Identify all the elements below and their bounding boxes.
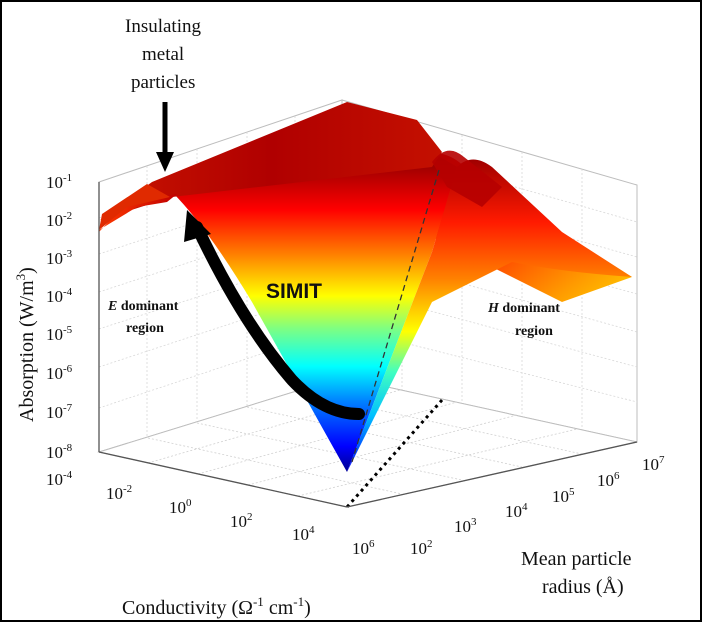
h-region-label-1: H dominant: [487, 301, 560, 316]
y-tick-labels: 102 103 104 105 106 107: [410, 454, 665, 558]
y-tick: 102: [410, 538, 433, 558]
z-tick-labels: 10-1 10-2 10-3 10-4 10-5 10-6 10-7 10-8: [46, 172, 73, 462]
insulating-label-2: metal: [142, 44, 184, 65]
z-tick: 10-5: [46, 324, 73, 344]
simit-label: SIMIT: [266, 280, 322, 303]
x-tick: 102: [230, 511, 253, 531]
e-region-label-2: region: [126, 321, 164, 336]
x-tick-labels: 10-4 10-2 100 102 104 106: [46, 469, 375, 558]
y-tick: 106: [597, 470, 620, 490]
x-tick: 10-4: [46, 469, 73, 489]
z-axis-label: Absorption (W/m3): [13, 267, 38, 422]
y-axis-label-line1: Mean particle: [521, 548, 632, 570]
z-tick: 10-2: [46, 210, 72, 230]
simit-arrowhead: [184, 210, 211, 242]
insulating-label-3: particles: [131, 72, 195, 93]
h-region-label-2: region: [515, 324, 553, 339]
y-tick: 105: [552, 486, 575, 506]
x-tick: 106: [352, 538, 375, 558]
x-tick: 100: [169, 497, 192, 517]
x-tick: 10-2: [106, 483, 132, 503]
z-tick: 10-8: [46, 442, 73, 462]
e-region-label-1: E dominant: [107, 299, 179, 314]
insulating-label-1: Insulating: [125, 16, 201, 37]
z-tick: 10-6: [46, 363, 73, 383]
simit-arrow: [191, 221, 365, 420]
z-tick: 10-3: [46, 248, 73, 268]
absorption-surface: [99, 102, 632, 472]
y-tick: 103: [454, 516, 477, 536]
y-axis-label-line2: radius (Å): [542, 576, 624, 598]
z-tick: 10-1: [46, 172, 72, 192]
z-tick: 10-7: [46, 402, 73, 422]
y-tick: 104: [505, 501, 528, 521]
x-axis-label: Conductivity (Ω-1 cm-1): [122, 594, 311, 619]
z-tick: 10-4: [46, 286, 73, 306]
mit-dotted-line: [345, 399, 444, 508]
mit-dashed-line: [351, 169, 440, 463]
x-tick: 104: [292, 524, 315, 544]
insulating-arrowhead: [156, 152, 174, 172]
y-tick: 107: [642, 454, 665, 474]
